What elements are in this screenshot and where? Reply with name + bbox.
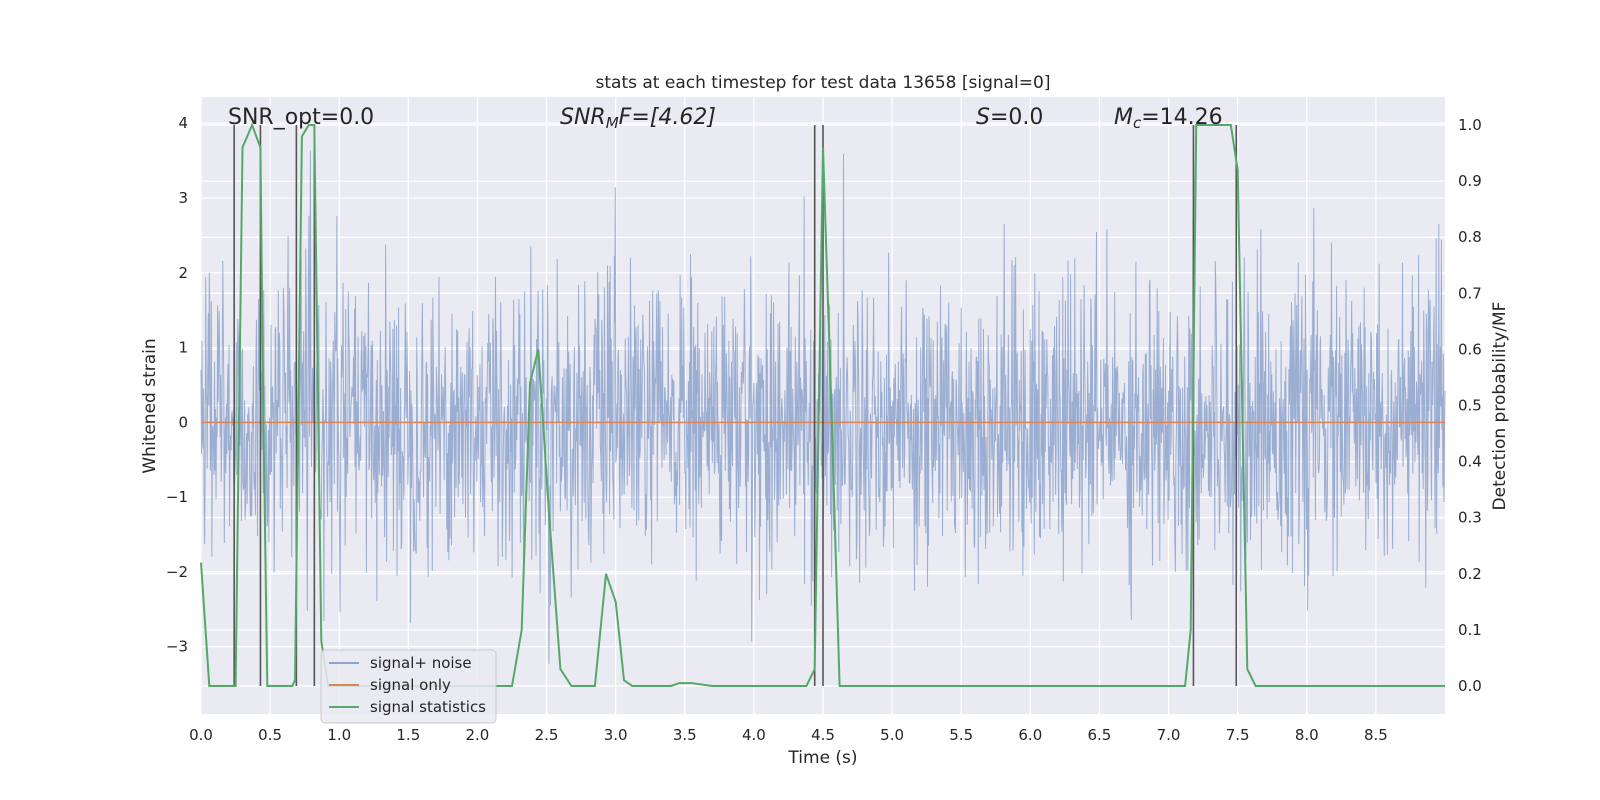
y-right-tick-label: 0.9 <box>1458 172 1482 190</box>
x-tick-label: 2.0 <box>466 726 490 744</box>
annotation-snr-opt: SNR_opt=0.0 <box>228 105 374 130</box>
y-left-tick-labels: 4 3 2 1 0 −1 −2 −3 <box>166 114 188 656</box>
x-tick-label: 6.0 <box>1018 726 1042 744</box>
legend-label-noise: signal+ noise <box>370 654 472 672</box>
y-right-tick-label: 0.5 <box>1458 397 1482 415</box>
y-right-tick-label: 0.1 <box>1458 621 1482 639</box>
y-right-tick-label: 0.4 <box>1458 453 1482 471</box>
annotation-s: S=0.0 <box>976 105 1043 130</box>
x-tick-label: 2.5 <box>535 726 559 744</box>
x-tick-label: 3.0 <box>604 726 628 744</box>
y-right-tick-label: 0.7 <box>1458 284 1482 302</box>
y-right-tick-label: 0.2 <box>1458 565 1482 583</box>
y-right-tick-label: 0.3 <box>1458 509 1482 527</box>
y-left-axis-label: Whitened strain <box>140 338 160 473</box>
x-tick-labels: 0.0 0.5 1.0 1.5 2.0 2.5 3.0 3.5 4.0 4.5 5.0 5.5 6.0 6… <box>189 726 1388 744</box>
x-tick-label: 4.5 <box>811 726 835 744</box>
y-left-tick-label: −3 <box>166 638 188 656</box>
x-tick-label: 7.5 <box>1226 726 1250 744</box>
x-tick-label: 4.0 <box>742 726 766 744</box>
y-left-tick-label: 0 <box>178 413 188 431</box>
y-left-tick-label: 4 <box>178 114 188 132</box>
annotation-snr-mf: SNRMF=[4.62] <box>560 105 716 132</box>
y-right-tick-labels: 1.0 0.9 0.8 0.7 0.6 0.5 0.4 0.3 0.2 0.1 0.0 <box>1458 116 1482 695</box>
x-tick-label: 0.5 <box>258 726 282 744</box>
x-tick-label: 6.5 <box>1088 726 1112 744</box>
legend-label-statistics: signal statistics <box>370 698 486 716</box>
x-tick-label: 1.0 <box>327 726 351 744</box>
x-tick-label: 0.0 <box>189 726 213 744</box>
legend: signal+ noise signal only signal statist… <box>320 649 497 724</box>
legend-box <box>320 649 497 724</box>
y-left-tick-label: −2 <box>166 563 188 581</box>
chart-title: stats at each timestep for test data 136… <box>596 73 1051 93</box>
x-tick-label: 8.0 <box>1295 726 1319 744</box>
detection-vlines <box>233 125 1238 686</box>
x-tick-label: 8.5 <box>1364 726 1388 744</box>
y-right-tick-label: 0.0 <box>1458 677 1482 695</box>
x-tick-label: 7.0 <box>1157 726 1181 744</box>
y-right-tick-label: 0.6 <box>1458 340 1482 358</box>
statistics-line <box>200 122 1445 687</box>
annotation-mc: Mc=14.26 <box>1114 105 1223 132</box>
legend-label-signal-only: signal only <box>370 676 451 694</box>
x-axis-label: Time (s) <box>787 748 857 768</box>
x-tick-label: 3.5 <box>673 726 697 744</box>
x-tick-label: 1.5 <box>396 726 420 744</box>
y-left-tick-label: 3 <box>178 189 188 207</box>
x-tick-label: 5.0 <box>880 726 904 744</box>
y-right-tick-label: 1.0 <box>1458 116 1482 134</box>
y-right-tick-label: 0.8 <box>1458 228 1482 246</box>
x-tick-label: 5.5 <box>949 726 973 744</box>
signal-statistics-series <box>200 122 1445 687</box>
y-right-axis-label: Detection probability/MF <box>1490 302 1510 511</box>
y-left-tick-label: 1 <box>178 339 188 357</box>
y-left-tick-label: −1 <box>166 488 188 506</box>
y-left-tick-label: 2 <box>178 264 188 282</box>
